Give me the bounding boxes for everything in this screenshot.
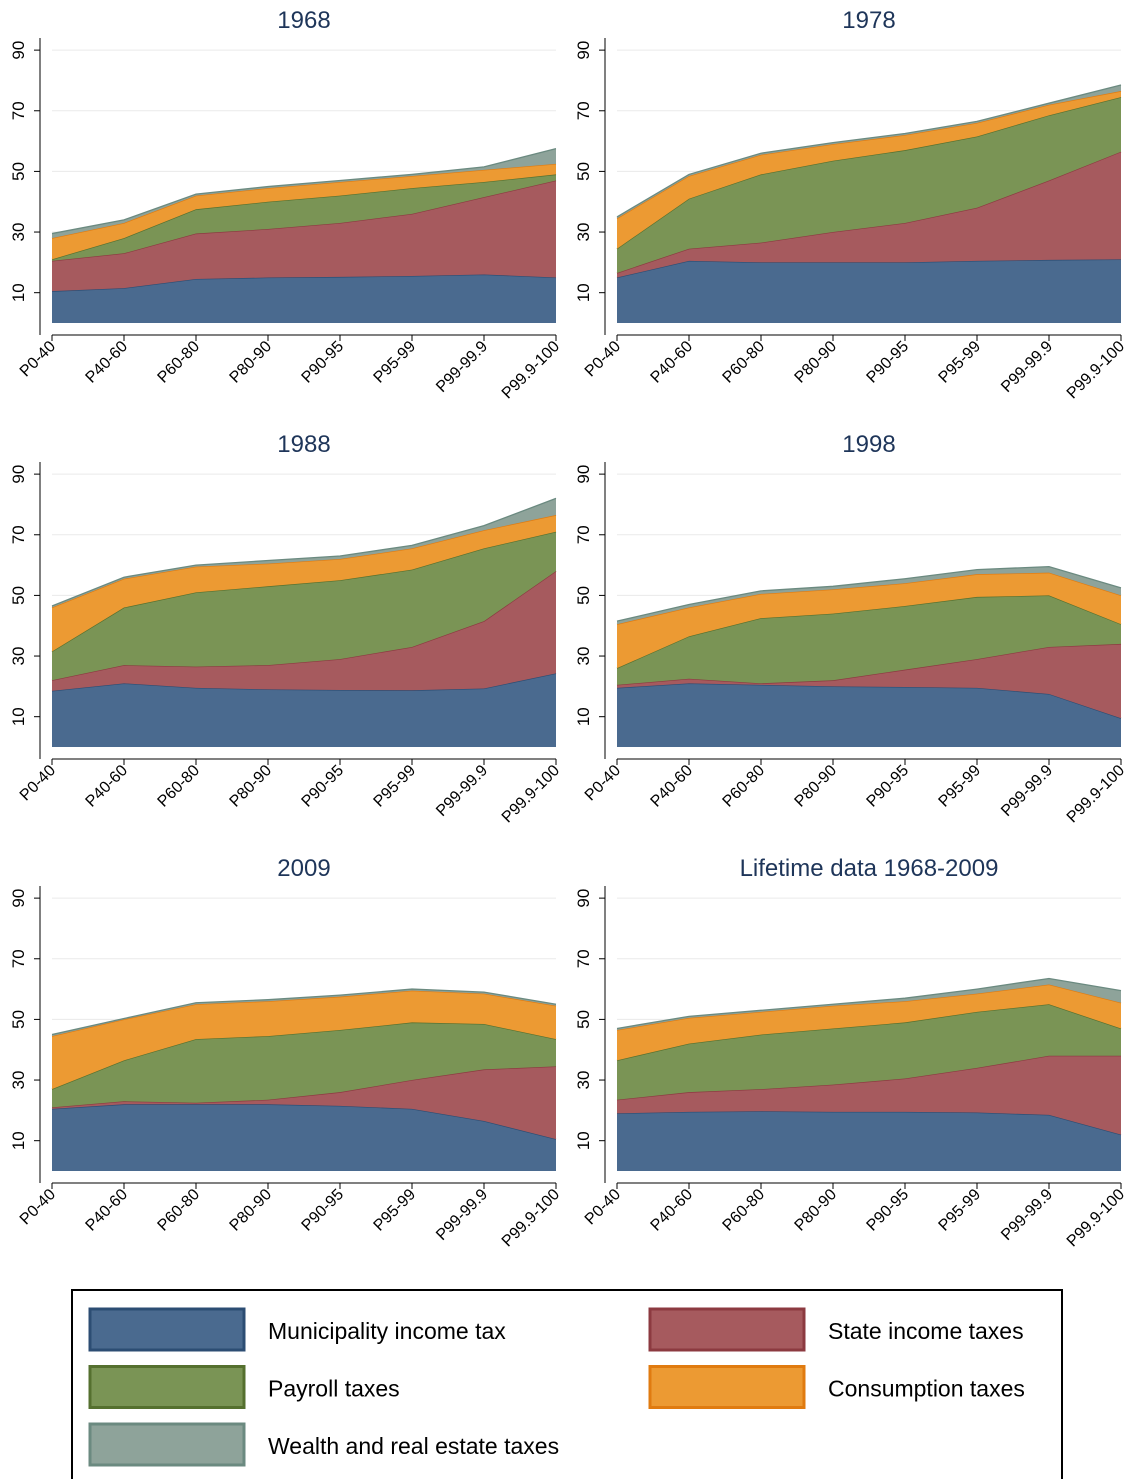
y-tick-label: 70 (574, 525, 593, 544)
area-0 (617, 1111, 1121, 1171)
area-1 (617, 151, 1121, 278)
y-tick-label: 70 (574, 101, 593, 120)
panel-title: 1988 (277, 431, 330, 458)
panel-title: 1998 (842, 431, 895, 458)
area-1 (617, 1055, 1121, 1135)
panel-title: 2009 (277, 855, 330, 882)
y-tick-label: 50 (9, 162, 28, 181)
y-tick-label: 70 (9, 101, 28, 120)
y-tick-label: 90 (9, 41, 28, 60)
area-0 (617, 683, 1121, 747)
y-tick-label: 50 (9, 1010, 28, 1029)
panel-title: 1978 (842, 7, 895, 34)
legend-swatch (88, 1365, 246, 1409)
area-1 (52, 180, 556, 292)
area-0 (52, 673, 556, 747)
legend-swatch (648, 1307, 806, 1352)
panel-title: 1968 (277, 7, 330, 34)
area-2 (52, 531, 556, 681)
y-tick-label: 50 (574, 586, 593, 605)
area-4 (617, 978, 1121, 1031)
legend-label: Wealth and real estate taxes (268, 1433, 559, 1459)
area-3 (52, 515, 556, 652)
y-tick-label: 70 (9, 949, 28, 968)
area-3 (617, 984, 1121, 1061)
y-tick-label: 10 (9, 283, 28, 302)
panel-title: Lifetime data 1968-2009 (740, 855, 999, 882)
area-1 (52, 571, 556, 691)
y-tick-label: 50 (9, 586, 28, 605)
area-1 (617, 643, 1121, 719)
area-3 (52, 163, 556, 260)
y-tick-label: 50 (574, 1010, 593, 1029)
y-tick-label: 90 (9, 889, 28, 908)
area-2 (617, 97, 1121, 273)
area-edge (616, 565, 1122, 622)
y-tick-label: 90 (574, 465, 593, 484)
area-3 (617, 572, 1121, 669)
legend-swatch (648, 1365, 806, 1409)
area-edge (616, 977, 1122, 1030)
area-edge (51, 497, 557, 607)
y-tick-label: 70 (574, 949, 593, 968)
legend-swatch (88, 1422, 246, 1467)
y-tick-label: 30 (574, 647, 593, 666)
area-3 (617, 91, 1121, 249)
area-2 (52, 174, 556, 261)
y-tick-label: 10 (9, 707, 28, 726)
area-2 (617, 1004, 1121, 1100)
legend-label: Municipality income tax (268, 1318, 506, 1344)
y-tick-label: 10 (574, 707, 593, 726)
area-1 (52, 1066, 556, 1140)
y-tick-label: 70 (9, 525, 28, 544)
y-tick-label: 10 (574, 1131, 593, 1150)
legend-label: Consumption taxes (828, 1376, 1025, 1402)
y-tick-label: 10 (9, 1131, 28, 1150)
legend-label: State income taxes (828, 1318, 1024, 1344)
area-2 (617, 595, 1121, 685)
area-edge (51, 148, 557, 235)
area-0 (617, 259, 1121, 323)
legend-swatch (88, 1307, 246, 1352)
area-0 (52, 274, 556, 323)
area-3 (52, 990, 556, 1090)
y-tick-label: 30 (9, 1071, 28, 1090)
y-tick-label: 30 (9, 647, 28, 666)
y-tick-label: 90 (9, 465, 28, 484)
y-tick-label: 10 (574, 283, 593, 302)
y-tick-label: 90 (574, 41, 593, 60)
legend-label: Payroll taxes (268, 1376, 400, 1402)
area-0 (52, 1104, 556, 1171)
y-tick-label: 30 (574, 223, 593, 242)
y-tick-label: 30 (9, 223, 28, 242)
area-edge (51, 988, 557, 1036)
y-tick-label: 90 (574, 889, 593, 908)
y-tick-label: 50 (574, 162, 593, 181)
area-edge (616, 84, 1122, 218)
area-edge (616, 682, 1122, 719)
area-2 (52, 1022, 556, 1108)
y-tick-label: 30 (574, 1071, 593, 1090)
